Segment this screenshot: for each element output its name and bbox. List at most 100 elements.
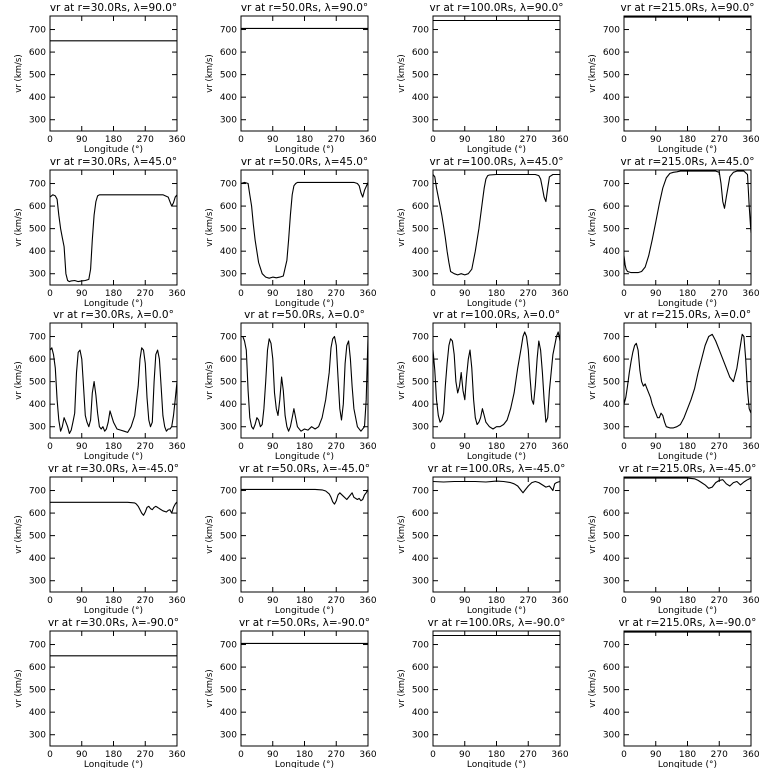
x-tick-label: 360	[742, 442, 759, 452]
y-tick-label: 600	[29, 202, 46, 212]
x-axis-label: Longitude (°)	[84, 299, 143, 309]
x-tick-label: 90	[650, 442, 662, 452]
y-axis-label: vr (km/s)	[14, 54, 24, 92]
y-tick-label: 500	[220, 378, 237, 388]
plot-frame	[623, 476, 752, 593]
chart-panel: vr at r=215.0Rs, λ=45.0° 0 90 180 270 360 300 4…	[588, 156, 760, 309]
x-tick-label: 360	[168, 442, 185, 452]
y-tick-label: 600	[412, 355, 429, 365]
y-tick-label: 500	[220, 686, 237, 696]
y-tick-label: 300	[220, 116, 237, 126]
y-tick-label: 400	[220, 400, 237, 410]
x-tick-label: 270	[711, 289, 728, 299]
y-tick-label: 500	[603, 225, 620, 235]
x-tick-label: 360	[551, 596, 568, 606]
y-tick-label: 400	[412, 708, 429, 718]
x-axis-label: Longitude (°)	[467, 299, 526, 309]
y-axis-label: vr (km/s)	[14, 208, 24, 246]
y-tick-label: 300	[603, 270, 620, 280]
data-line	[623, 333, 752, 429]
y-tick-label: 700	[412, 641, 429, 651]
y-tick-label: 300	[220, 270, 237, 280]
data-line	[624, 477, 752, 489]
x-tick-label: 180	[679, 750, 696, 760]
y-axis-label: vr (km/s)	[14, 669, 24, 707]
x-tick-label: 360	[742, 135, 759, 145]
x-tick-label: 360	[359, 289, 376, 299]
y-tick-label: 300	[603, 116, 620, 126]
data-line	[432, 173, 560, 276]
plot-frame	[240, 15, 369, 132]
y-tick-label: 300	[603, 731, 620, 741]
y-tick-label: 500	[412, 71, 429, 81]
chart-title: vr at r=215.0Rs, λ=0.0°	[624, 309, 751, 321]
y-tick-label: 300	[220, 423, 237, 433]
y-axis-label: vr (km/s)	[397, 515, 407, 553]
x-tick-label: 180	[488, 289, 505, 299]
y-tick-label: 600	[220, 355, 237, 365]
x-tick-label: 180	[105, 135, 122, 145]
x-axis-label: Longitude (°)	[275, 299, 334, 309]
x-tick-label: 180	[679, 135, 696, 145]
x-tick-label: 90	[459, 596, 471, 606]
y-axis-label: vr (km/s)	[397, 54, 407, 92]
x-tick-label: 0	[621, 135, 627, 145]
x-tick-label: 270	[520, 596, 537, 606]
x-tick-label: 180	[296, 289, 313, 299]
x-axis-label: Longitude (°)	[275, 606, 334, 616]
y-tick-label: 300	[412, 116, 429, 126]
x-tick-label: 180	[296, 750, 313, 760]
chart-title: vr at r=215.0Rs, λ=45.0°	[620, 156, 754, 168]
y-tick-label: 700	[29, 487, 46, 497]
data-line	[241, 488, 369, 505]
x-tick-label: 360	[551, 289, 568, 299]
x-tick-label: 360	[168, 750, 185, 760]
x-tick-label: 0	[430, 442, 436, 452]
plot-frame	[49, 476, 178, 593]
x-tick-label: 360	[742, 289, 759, 299]
x-tick-label: 360	[359, 750, 376, 760]
y-tick-label: 500	[29, 71, 46, 81]
chart-panel: vr at r=100.0Rs, λ=-45.0° 0 90 180 270 360 300…	[397, 463, 569, 616]
data-line	[623, 170, 752, 274]
chart-panel: vr at r=50.0Rs, λ=-90.0° 0 90 180 270 360 300 4…	[205, 617, 377, 768]
chart-panel: vr at r=215.0Rs, λ=0.0° 0 90 180 270 360 300 40…	[588, 309, 760, 462]
y-tick-label: 400	[220, 247, 237, 257]
x-tick-label: 360	[168, 596, 185, 606]
x-tick-label: 270	[137, 750, 154, 760]
x-axis-label: Longitude (°)	[84, 606, 143, 616]
x-tick-label: 180	[679, 442, 696, 452]
x-tick-label: 90	[76, 135, 88, 145]
x-tick-label: 0	[430, 750, 436, 760]
x-tick-label: 360	[551, 750, 568, 760]
x-tick-label: 270	[328, 289, 345, 299]
x-tick-label: 360	[742, 596, 759, 606]
y-tick-label: 700	[603, 487, 620, 497]
chart-panel: vr at r=215.0Rs, λ=-45.0° 0 90 180 270 360 300…	[588, 463, 760, 616]
x-tick-label: 360	[551, 442, 568, 452]
x-tick-label: 90	[76, 596, 88, 606]
x-tick-label: 270	[711, 135, 728, 145]
y-tick-label: 600	[29, 509, 46, 519]
chart-title: vr at r=100.0Rs, λ=0.0°	[433, 309, 560, 321]
y-tick-label: 600	[603, 663, 620, 673]
plot-frame	[240, 476, 369, 593]
x-tick-label: 0	[621, 596, 627, 606]
chart-title: vr at r=50.0Rs, λ=-90.0°	[239, 617, 370, 629]
x-tick-label: 90	[267, 596, 279, 606]
y-tick-label: 400	[603, 400, 620, 410]
x-axis-label: Longitude (°)	[275, 760, 334, 768]
y-tick-label: 500	[412, 532, 429, 542]
chart-panel: vr at r=100.0Rs, λ=-90.0° 0 90 180 270 360 300…	[397, 617, 569, 768]
data-line	[432, 331, 561, 430]
y-axis-label: vr (km/s)	[588, 669, 598, 707]
y-tick-label: 300	[29, 577, 46, 587]
x-axis-label: Longitude (°)	[658, 299, 717, 309]
x-tick-label: 360	[742, 750, 759, 760]
x-tick-label: 180	[105, 442, 122, 452]
y-tick-label: 600	[412, 48, 429, 58]
x-tick-label: 90	[459, 750, 471, 760]
plot-frame	[49, 15, 178, 132]
chart-title: vr at r=100.0Rs, λ=-90.0°	[428, 617, 566, 629]
chart-title: vr at r=50.0Rs, λ=-45.0°	[239, 463, 370, 475]
